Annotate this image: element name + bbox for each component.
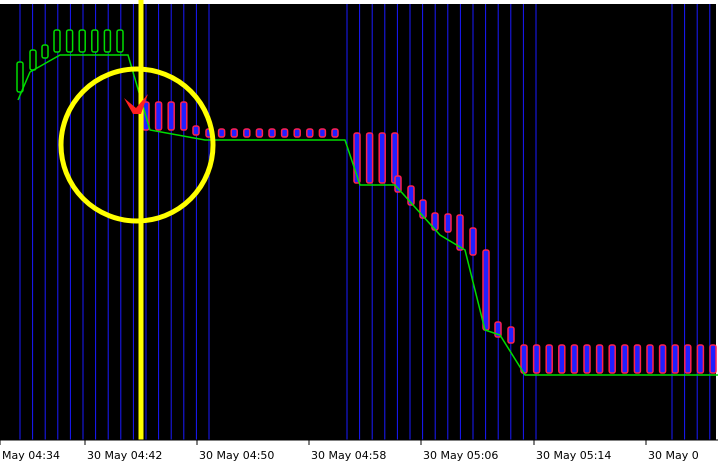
candle (558, 344, 566, 374)
candle (621, 344, 629, 374)
candle (532, 344, 541, 374)
candle (545, 344, 553, 374)
x-tick-label: 30 May 04:50 (199, 449, 274, 462)
candle (167, 101, 175, 131)
candle (583, 344, 591, 374)
candle (16, 61, 24, 93)
candle (331, 128, 339, 138)
candle (394, 175, 402, 193)
x-tick-label: 30 May 04:58 (311, 449, 386, 462)
candles (16, 29, 717, 374)
candle (41, 44, 49, 59)
candle (306, 128, 314, 138)
sell-arrow (124, 94, 148, 114)
candle (456, 214, 464, 251)
axis-strip (0, 440, 718, 468)
candle (507, 326, 515, 344)
highlight-circle (58, 66, 216, 224)
candle (180, 101, 188, 131)
candle (217, 128, 226, 138)
candle (595, 344, 604, 374)
x-tick-label: 30 May 05:14 (536, 449, 611, 462)
x-axis: May 04:34 30 May 04:42 30 May 04:50 30 May … (0, 439, 718, 468)
x-tick-label: 30 May 04:42 (87, 449, 162, 462)
candle (365, 132, 374, 184)
candle (116, 29, 124, 53)
price-line (17, 54, 718, 376)
candle (243, 128, 251, 138)
candle (658, 344, 667, 374)
candle (696, 344, 705, 374)
candle (684, 344, 692, 374)
x-tick-label: 30 May 05:06 (423, 449, 498, 462)
candle (154, 101, 163, 131)
candle (646, 344, 654, 374)
candle (482, 249, 490, 331)
candle (318, 128, 327, 138)
candle (255, 128, 264, 138)
x-tick-label: 30 May 0 (648, 449, 699, 462)
candle (53, 29, 61, 53)
candle (103, 29, 112, 53)
candle (444, 213, 452, 233)
candle (29, 49, 37, 71)
candle (633, 344, 642, 374)
candle (570, 344, 579, 374)
candle (709, 344, 717, 374)
candle (280, 128, 289, 138)
candle (192, 125, 200, 136)
candle (91, 29, 99, 53)
candle (230, 128, 238, 138)
candle (378, 132, 386, 184)
x-tick-label: May 04:34 (2, 449, 60, 462)
candle (608, 344, 616, 374)
candle (268, 128, 276, 138)
candle (671, 344, 679, 374)
candle (469, 227, 477, 256)
candle (293, 128, 301, 138)
candle (65, 29, 74, 53)
candle (78, 29, 86, 53)
